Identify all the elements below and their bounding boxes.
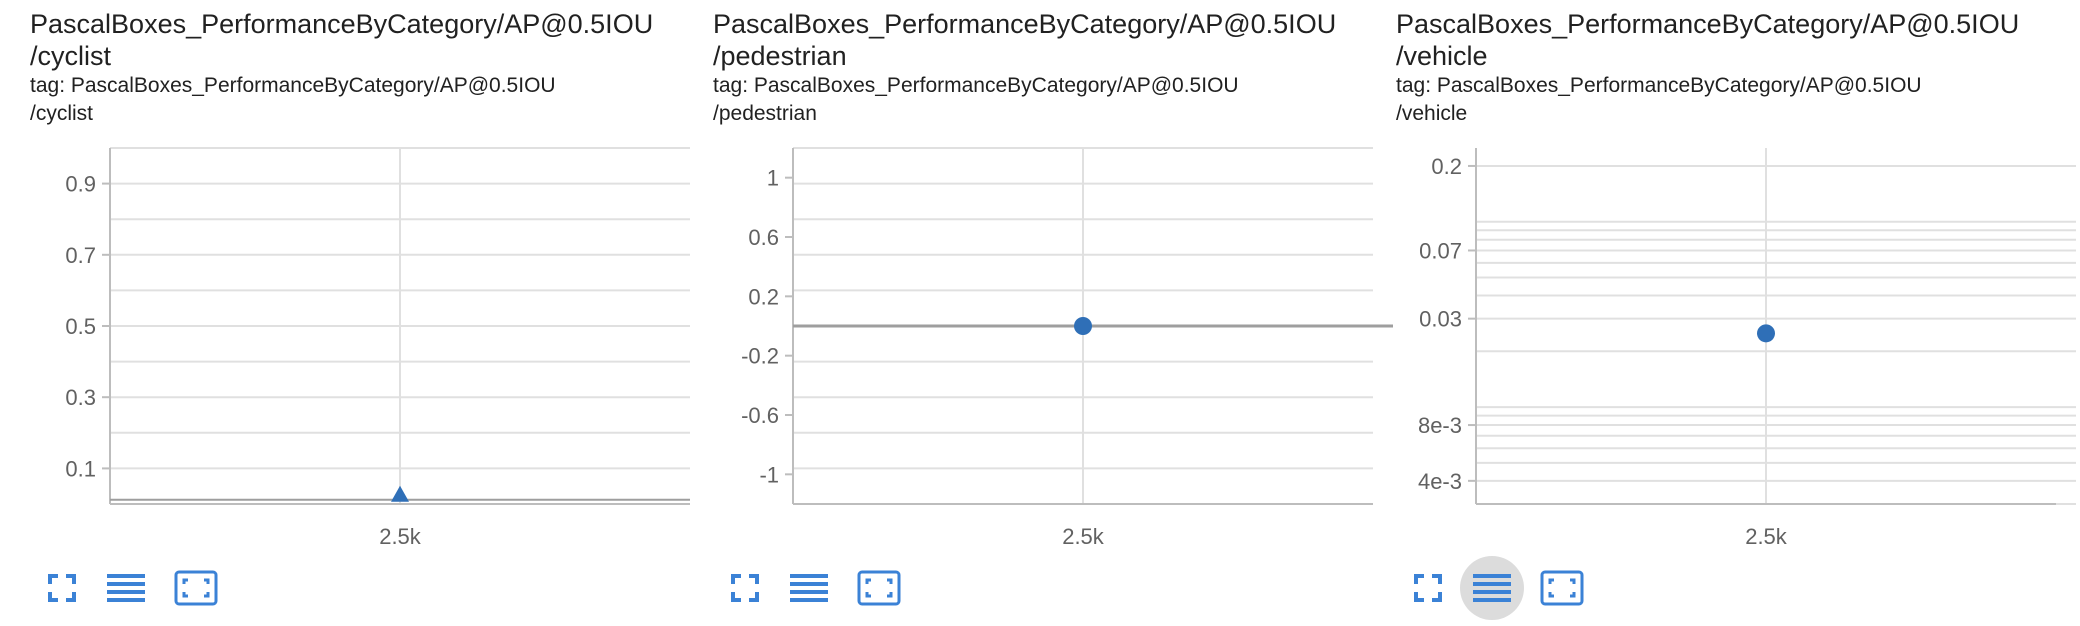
card-tag: tag: PascalBoxes_PerformanceByCategory/A… bbox=[30, 72, 556, 128]
y-tick-label: 0.03 bbox=[1419, 307, 1462, 332]
card-tag-line2: /pedestrian bbox=[713, 102, 817, 125]
chart-toolbar bbox=[30, 556, 290, 620]
y-tick-label: 0.2 bbox=[748, 284, 779, 309]
toggle-log-scale-icon bbox=[107, 574, 145, 602]
toggle-log-scale-icon bbox=[1473, 574, 1511, 602]
fit-domain-button[interactable] bbox=[847, 556, 911, 620]
chart-card-cyclist: PascalBoxes_PerformanceByCategory/AP@0.5… bbox=[30, 0, 710, 626]
fullscreen-button[interactable] bbox=[713, 556, 777, 620]
card-title-line1: PascalBoxes_PerformanceByCategory/AP@0.5… bbox=[30, 9, 654, 39]
fit-domain-icon bbox=[1540, 570, 1584, 606]
chart-toolbar bbox=[1396, 556, 1656, 620]
card-tag-line1: tag: PascalBoxes_PerformanceByCategory/A… bbox=[713, 74, 1239, 97]
chart-plot[interactable]: 0.2 0.07 0.03 8e-3 4e-3 2.5k bbox=[1396, 140, 2076, 560]
y-tick-label: 0.5 bbox=[65, 314, 96, 339]
toggle-log-scale-button[interactable] bbox=[94, 556, 158, 620]
y-tick-label: 0.9 bbox=[65, 172, 96, 197]
fit-domain-icon bbox=[174, 570, 218, 606]
y-tick-label: -0.2 bbox=[741, 344, 779, 369]
card-title-line2: /vehicle bbox=[1396, 41, 1488, 71]
card-title: PascalBoxes_PerformanceByCategory/AP@0.5… bbox=[713, 8, 1336, 72]
data-point[interactable] bbox=[1757, 324, 1775, 343]
data-point[interactable] bbox=[391, 485, 409, 502]
y-tick-label: 0.1 bbox=[65, 456, 96, 481]
fit-domain-button[interactable] bbox=[164, 556, 228, 620]
card-tag: tag: PascalBoxes_PerformanceByCategory/A… bbox=[1396, 72, 1922, 128]
card-tag-line1: tag: PascalBoxes_PerformanceByCategory/A… bbox=[30, 74, 556, 97]
y-tick-label: 0.7 bbox=[65, 243, 96, 268]
card-title: PascalBoxes_PerformanceByCategory/AP@0.5… bbox=[1396, 8, 2019, 72]
y-tick-label: -0.6 bbox=[741, 403, 779, 428]
x-tick-label: 2.5k bbox=[1062, 524, 1105, 549]
toggle-log-scale-icon bbox=[790, 574, 828, 602]
fit-domain-icon bbox=[857, 570, 901, 606]
card-tag-line2: /vehicle bbox=[1396, 102, 1468, 125]
card-title: PascalBoxes_PerformanceByCategory/AP@0.5… bbox=[30, 8, 653, 72]
toggle-log-scale-button[interactable] bbox=[1460, 556, 1524, 620]
fit-domain-button[interactable] bbox=[1530, 556, 1594, 620]
card-title-line1: PascalBoxes_PerformanceByCategory/AP@0.5… bbox=[1396, 9, 2020, 39]
card-tag-line2: /cyclist bbox=[30, 102, 93, 125]
chart-plot[interactable]: 1 0.6 0.2 -0.2 -0.6 -1 2.5k bbox=[713, 140, 1393, 560]
card-title-line2: /pedestrian bbox=[713, 41, 847, 71]
y-tick-label: 8e-3 bbox=[1418, 413, 1462, 438]
y-tick-label: 0.6 bbox=[748, 225, 779, 250]
fullscreen-icon bbox=[1414, 574, 1442, 602]
y-tick-label: 1 bbox=[767, 166, 779, 191]
y-tick-label: -1 bbox=[759, 462, 779, 487]
x-tick-label: 2.5k bbox=[1745, 524, 1788, 549]
y-tick-label: 0.2 bbox=[1431, 154, 1462, 179]
fullscreen-button[interactable] bbox=[30, 556, 94, 620]
fullscreen-button[interactable] bbox=[1396, 556, 1460, 620]
data-point[interactable] bbox=[1074, 317, 1092, 335]
chart-toolbar bbox=[713, 556, 973, 620]
toggle-log-scale-button[interactable] bbox=[777, 556, 841, 620]
fullscreen-icon bbox=[48, 574, 76, 602]
card-title-line2: /cyclist bbox=[30, 41, 111, 71]
x-tick-label: 2.5k bbox=[379, 524, 422, 549]
y-tick-label: 4e-3 bbox=[1418, 469, 1462, 494]
card-tag-line1: tag: PascalBoxes_PerformanceByCategory/A… bbox=[1396, 74, 1922, 97]
card-title-line1: PascalBoxes_PerformanceByCategory/AP@0.5… bbox=[713, 9, 1337, 39]
card-tag: tag: PascalBoxes_PerformanceByCategory/A… bbox=[713, 72, 1239, 128]
y-tick-label: 0.3 bbox=[65, 385, 96, 410]
chart-card-pedestrian: PascalBoxes_PerformanceByCategory/AP@0.5… bbox=[713, 0, 1393, 626]
chart-card-vehicle: PascalBoxes_PerformanceByCategory/AP@0.5… bbox=[1396, 0, 2076, 626]
fullscreen-icon bbox=[731, 574, 759, 602]
chart-plot[interactable]: 0.9 0.7 0.5 0.3 0.1 2.5k bbox=[30, 140, 710, 560]
y-tick-label: 0.07 bbox=[1419, 238, 1462, 263]
